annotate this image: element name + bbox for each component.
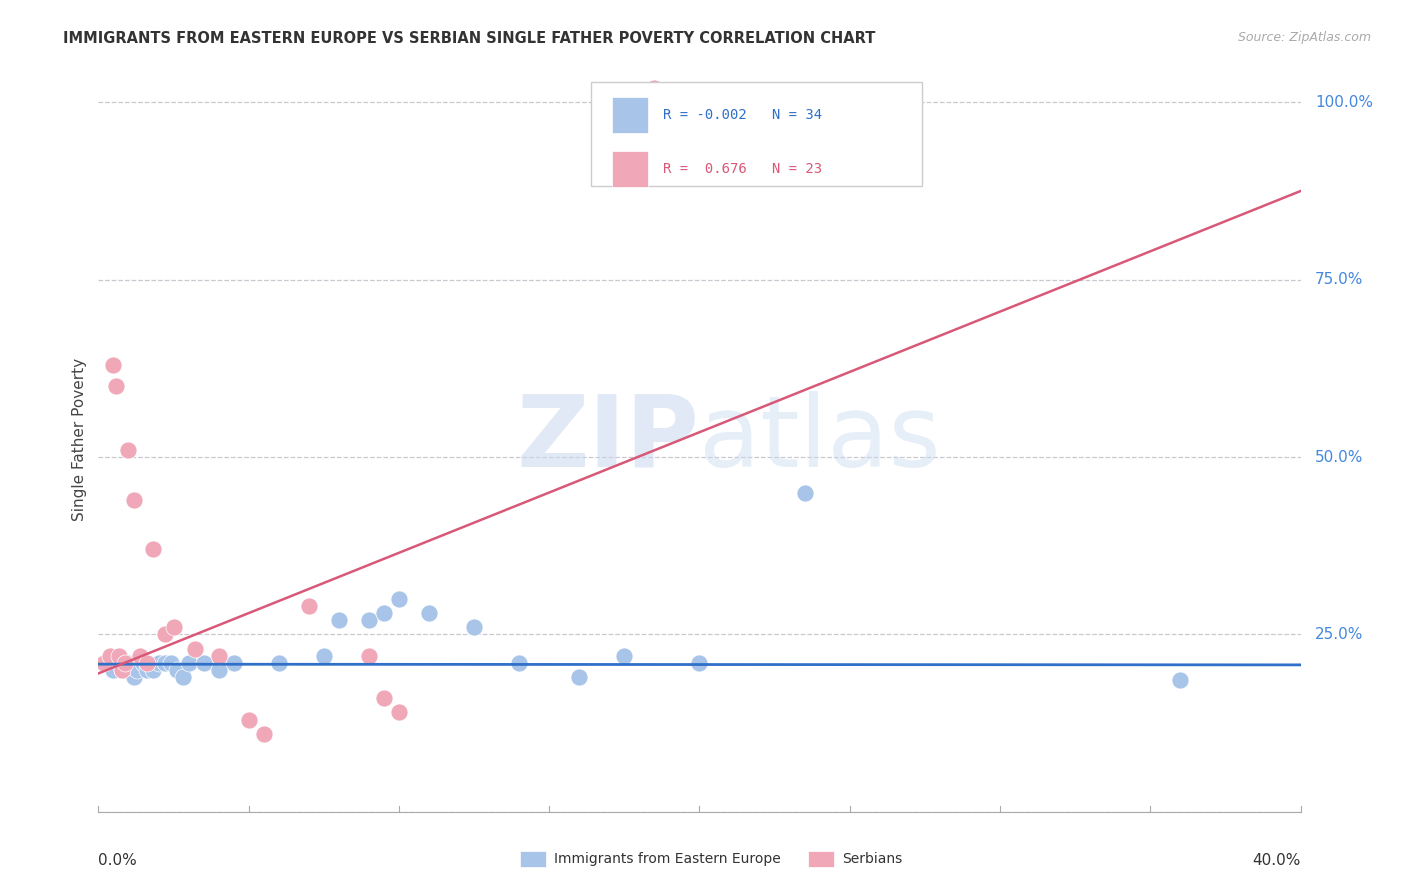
- Text: atlas: atlas: [699, 391, 941, 488]
- Point: [373, 606, 395, 620]
- Point: [127, 663, 149, 677]
- Point: [177, 656, 200, 670]
- Text: Immigrants from Eastern Europe: Immigrants from Eastern Europe: [554, 852, 780, 866]
- Text: 75.0%: 75.0%: [1315, 272, 1364, 287]
- Point: [357, 648, 380, 663]
- Y-axis label: Single Father Poverty: Single Father Poverty: [72, 358, 87, 521]
- Point: [688, 656, 710, 670]
- Point: [124, 492, 146, 507]
- Point: [463, 620, 485, 634]
- Point: [328, 613, 350, 627]
- Point: [141, 663, 163, 677]
- Text: IMMIGRANTS FROM EASTERN EUROPE VS SERBIAN SINGLE FATHER POVERTY CORRELATION CHAR: IMMIGRANTS FROM EASTERN EUROPE VS SERBIA…: [63, 31, 876, 46]
- Point: [114, 663, 136, 677]
- Point: [129, 648, 152, 663]
- Point: [135, 656, 157, 670]
- Point: [111, 663, 134, 677]
- Point: [312, 648, 335, 663]
- Point: [159, 656, 181, 670]
- Point: [208, 663, 231, 677]
- Point: [153, 656, 176, 670]
- Point: [93, 656, 115, 670]
- Point: [148, 656, 170, 670]
- Point: [105, 379, 128, 393]
- Text: 25.0%: 25.0%: [1315, 627, 1364, 642]
- Point: [132, 656, 155, 670]
- Point: [613, 648, 636, 663]
- Text: Source: ZipAtlas.com: Source: ZipAtlas.com: [1237, 31, 1371, 45]
- Point: [162, 620, 184, 634]
- Point: [117, 656, 139, 670]
- Text: 40.0%: 40.0%: [1253, 853, 1301, 868]
- Point: [135, 663, 157, 677]
- Point: [166, 663, 188, 677]
- Point: [388, 706, 411, 720]
- Point: [373, 691, 395, 706]
- Text: R = -0.002   N = 34: R = -0.002 N = 34: [664, 108, 823, 122]
- Point: [114, 656, 136, 670]
- Point: [93, 656, 115, 670]
- Text: ZIP: ZIP: [516, 391, 699, 488]
- Text: Serbians: Serbians: [842, 852, 903, 866]
- Point: [793, 485, 815, 500]
- Text: 50.0%: 50.0%: [1315, 450, 1364, 465]
- Point: [568, 670, 591, 684]
- Point: [418, 606, 440, 620]
- Point: [253, 727, 276, 741]
- Bar: [612, 151, 648, 186]
- Point: [103, 358, 125, 372]
- Point: [193, 656, 215, 670]
- Point: [208, 648, 231, 663]
- Point: [153, 627, 176, 641]
- FancyBboxPatch shape: [592, 82, 922, 186]
- Point: [103, 663, 125, 677]
- Point: [222, 656, 245, 670]
- Point: [183, 641, 205, 656]
- Point: [124, 670, 146, 684]
- Point: [508, 656, 530, 670]
- Point: [267, 656, 290, 670]
- Point: [111, 663, 134, 677]
- Point: [100, 648, 122, 663]
- Text: R =  0.676   N = 23: R = 0.676 N = 23: [664, 162, 823, 176]
- Point: [643, 81, 665, 95]
- Point: [238, 713, 260, 727]
- Text: 0.0%: 0.0%: [98, 853, 138, 868]
- Point: [388, 591, 411, 606]
- Point: [172, 670, 194, 684]
- Point: [108, 656, 131, 670]
- Bar: [612, 97, 648, 133]
- Point: [1170, 673, 1192, 688]
- Point: [298, 599, 321, 613]
- Text: 100.0%: 100.0%: [1315, 95, 1374, 110]
- Point: [357, 613, 380, 627]
- Point: [117, 442, 139, 457]
- Point: [108, 648, 131, 663]
- Point: [141, 542, 163, 557]
